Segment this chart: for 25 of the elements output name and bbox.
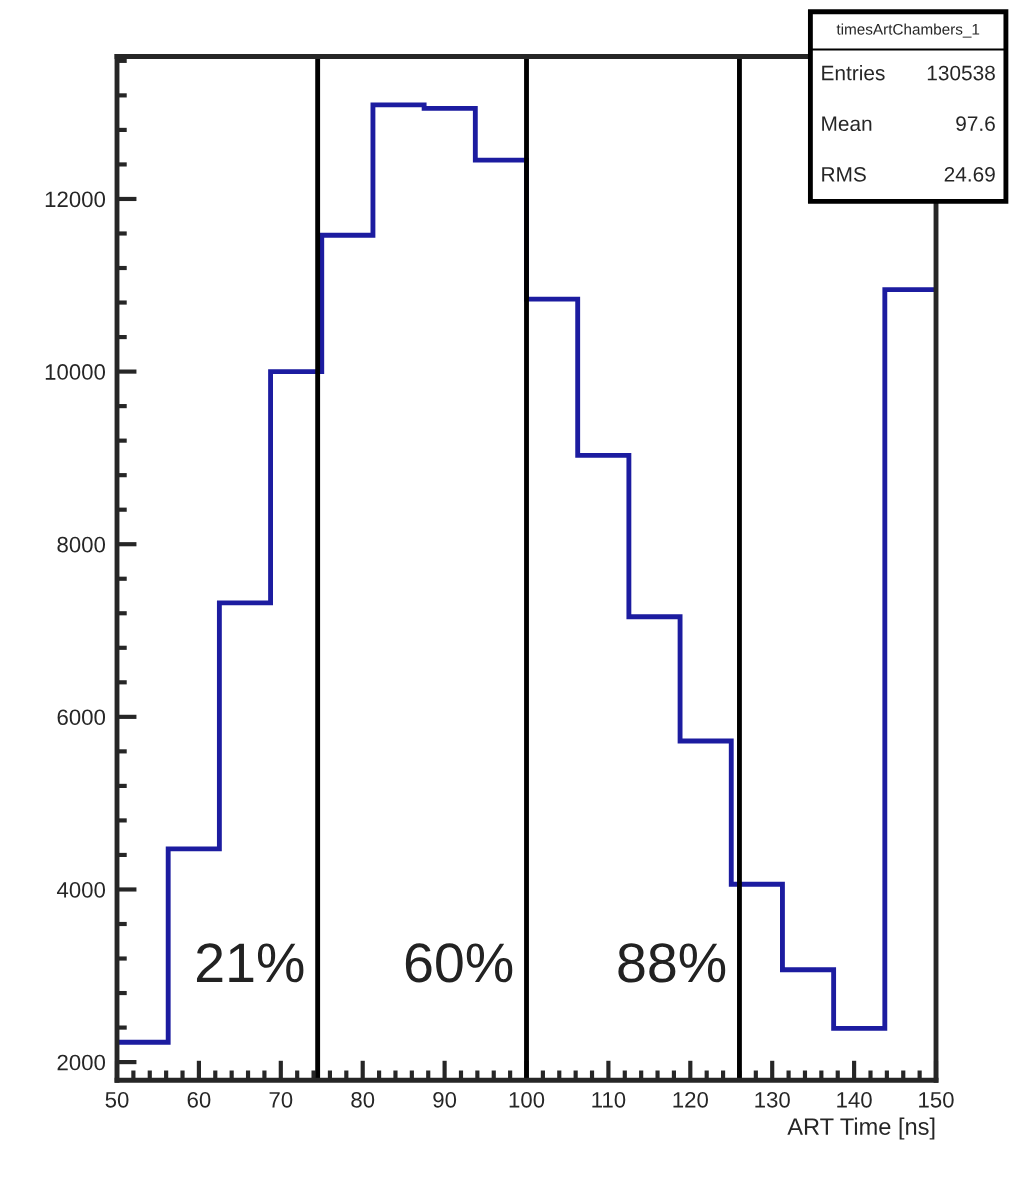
y-tick-label: 8000 [57, 536, 106, 553]
x-tick-label: 90 [433, 1091, 457, 1108]
x-axis-title: ART Time [ns] [787, 1117, 935, 1140]
text: RMS 24.69 [822, 166, 995, 182]
x-tick-label: 140 [837, 1091, 872, 1108]
x-tick-label: 80 [351, 1091, 375, 1108]
x-tick-label: 150 [919, 1091, 954, 1108]
y-tick-label: 12000 [45, 191, 106, 208]
text: Mean 97.6 [822, 116, 995, 132]
x-tick-label: 100 [509, 1091, 545, 1108]
x-tick-label: 130 [755, 1091, 790, 1108]
y-tick-label: 10000 [45, 364, 106, 380]
annotation: 88% [618, 943, 726, 983]
x-tick-label: 70 [269, 1091, 293, 1108]
text: timesArtChambers_1 [836, 23, 980, 38]
y-tick-label: 2000 [57, 1054, 106, 1071]
x-tick-label: 50 [105, 1091, 129, 1108]
text: Entries 130538 [822, 65, 995, 81]
annotation: 60% [405, 943, 513, 983]
y-tick-label: 4000 [56, 882, 106, 898]
x-tick-label: 110 [592, 1091, 626, 1108]
x-tick-label: 60 [187, 1091, 211, 1108]
x-tick-label: 120 [673, 1091, 708, 1108]
y-tick-label: 6000 [57, 709, 106, 726]
annotation: 21% [196, 943, 304, 983]
